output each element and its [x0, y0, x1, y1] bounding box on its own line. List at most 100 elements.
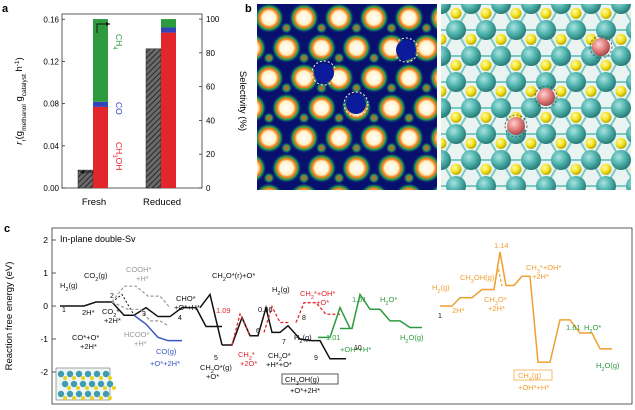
inset-s-atom [72, 376, 76, 380]
bright-spot [271, 93, 302, 123]
mo-atom [431, 202, 451, 222]
small-spot [473, 0, 485, 4]
energy-path [111, 285, 171, 309]
left-tick-label: 0.00 [43, 184, 59, 193]
small-spot [246, 202, 258, 214]
small-spot [315, 82, 328, 94]
label-co-o-2h: +2H* [80, 342, 97, 351]
s-atom [450, 59, 462, 71]
inset-atom [88, 380, 96, 388]
s-atom [615, 33, 627, 45]
small-spot [385, 22, 398, 34]
label-ch4g: CH4(g) [518, 371, 542, 383]
inset-s-atom [94, 386, 98, 390]
s-atom [480, 111, 492, 123]
s-atom [441, 189, 443, 190]
bond [471, 4, 473, 5]
energy-path [133, 314, 182, 342]
mo-atom [446, 20, 466, 40]
label-hcoo: HCOO* [124, 330, 150, 339]
bond [621, 4, 623, 5]
small-spot [315, 142, 328, 154]
energy-path [340, 292, 422, 330]
s-atom [630, 167, 631, 172]
right-axis-arrow [96, 23, 110, 33]
bright-spot [396, 183, 422, 190]
energy-tick-label: -2 [40, 367, 48, 377]
bright-spot [359, 123, 389, 153]
mo-atom [506, 176, 526, 190]
small-spot [280, 22, 293, 34]
label-ch2o-g: CH2O*(g) [200, 363, 232, 375]
mo-atom [446, 72, 466, 92]
bond [529, 4, 531, 5]
s-atom [600, 163, 612, 175]
s-atom [555, 85, 567, 97]
mo-atom [491, 46, 511, 66]
bright-spot [272, 0, 302, 3]
small-spot [385, 82, 398, 94]
mo-atom [626, 177, 631, 190]
small-spot [298, 172, 310, 184]
bond [441, 4, 443, 5]
mo-atom [521, 4, 541, 14]
s-atom [601, 216, 612, 227]
small-spot [368, 112, 380, 124]
barrier-value: 1.61 [352, 295, 367, 304]
bright-spot [482, 0, 512, 3]
bright-spot [324, 4, 354, 33]
energy-tick-label: 0 [43, 301, 48, 311]
vacancy-site [592, 38, 610, 56]
right-tick-label: 60 [206, 83, 215, 92]
step-number: 1 [62, 307, 66, 314]
small-spot [263, 172, 275, 184]
mo-atom [596, 176, 616, 190]
barrier-value: 1.01 [326, 333, 341, 342]
inset-s-atom [81, 376, 85, 380]
vacancy [396, 40, 416, 60]
label-co2g: CO2(g) [84, 271, 108, 283]
barrier-value: 1.09 [216, 306, 231, 315]
bright-spot [342, 0, 372, 3]
small-spot [257, 145, 258, 151]
label-ch2-2o: CH2* [238, 350, 255, 362]
label-ch4g-oh: +OH*+H* [518, 383, 549, 392]
bond [531, 212, 546, 238]
small-spot [508, 0, 520, 4]
mo-atom [491, 150, 511, 170]
small-spot [403, 232, 415, 244]
bright-spot [306, 93, 337, 123]
vacancy-marker [311, 60, 337, 86]
small-spot [298, 0, 310, 4]
small-spot [257, 25, 258, 31]
bond [411, 0, 426, 4]
s-atom [615, 85, 627, 97]
bond [546, 212, 561, 238]
step-number: 2 [110, 293, 114, 300]
energy-axis-title: Reaction free energy (eV) [4, 262, 15, 371]
bond [441, 212, 456, 238]
small-spot [368, 0, 380, 4]
s-atom [585, 137, 597, 149]
inset-s-atom [76, 386, 80, 390]
vacancy-marker [343, 91, 369, 117]
right-axis-arrowhead [106, 22, 110, 26]
bond [396, 212, 411, 238]
mo-atom [506, 20, 526, 40]
mo-atom [551, 46, 571, 66]
step-number: 3 [142, 311, 146, 318]
bright-spot [271, 33, 302, 63]
small-spot [403, 172, 415, 184]
selectivity-bar-co [161, 27, 176, 33]
small-spot [316, 202, 328, 214]
small-spot [263, 112, 275, 124]
s-atom [465, 33, 477, 45]
step-number: 1 [438, 313, 442, 320]
bright-spot [326, 183, 352, 190]
inset-atom [102, 390, 110, 398]
energy-tick-label: -1 [40, 334, 48, 344]
panel-c-frame [51, 227, 633, 405]
inset-structure [55, 367, 116, 401]
mo-atom [461, 150, 481, 170]
s-atom [450, 7, 462, 19]
